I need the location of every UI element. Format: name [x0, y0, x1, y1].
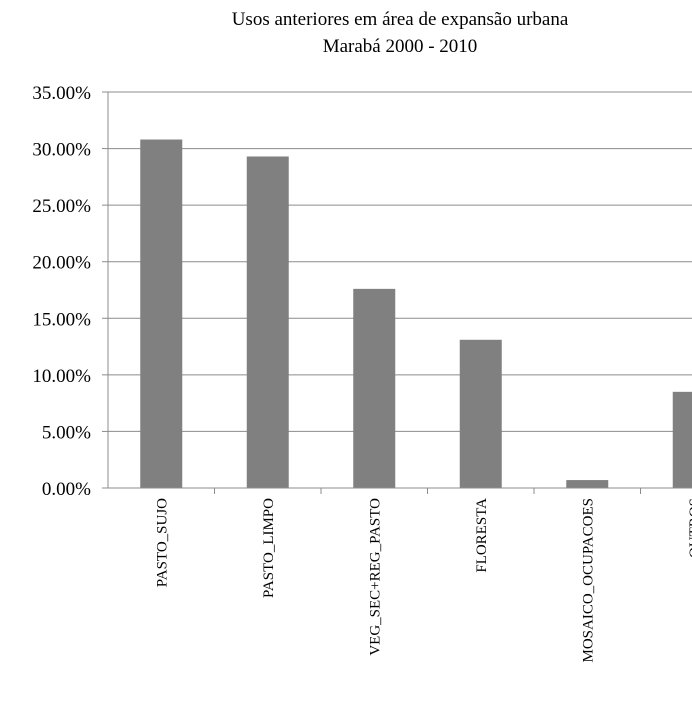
y-tick-label: 10.00% [32, 366, 91, 387]
y-tick-labels: 0.00% 5.00% 10.00% 15.00% 20.00% 25.00% 30.00%… [32, 83, 91, 500]
y-tick-label: 35.00% [32, 83, 91, 104]
x-category-label: OUTROS [687, 498, 692, 558]
x-category-labels: PASTO_SUJO PASTO_LIMPO VEG_SEC+REG_PASTO FL… [154, 498, 692, 663]
chart-title: Usos anteriores em área de expansão urba… [108, 6, 692, 60]
bar-mosaico-ocupacoes [566, 480, 609, 488]
x-category-label: PASTO_SUJO [154, 498, 170, 587]
y-tick-label: 5.00% [42, 422, 91, 443]
y-tick-label: 20.00% [32, 253, 91, 274]
x-category-label: PASTO_LIMPO [261, 498, 277, 598]
y-tick-label: 0.00% [42, 479, 91, 500]
bar-outros [672, 391, 692, 488]
x-category-label: MOSAICO_OCUPACOES [580, 498, 596, 663]
chart-subtitle: Marabá 2000 - 2010 [322, 36, 478, 57]
chart-title-line1: Usos anteriores em área de expansão urba… [231, 9, 569, 30]
y-tick-label: 30.00% [32, 140, 91, 161]
x-category-label: VEG_SEC+REG_PASTO [367, 498, 383, 656]
axes [102, 91, 692, 494]
bar-veg-sec-reg-pasto [353, 288, 396, 488]
bar-pasto-limpo [246, 156, 289, 488]
gridlines [108, 91, 692, 432]
bar-pasto-sujo [140, 139, 183, 488]
bar-floresta [459, 339, 502, 488]
x-category-label: FLORESTA [474, 498, 490, 573]
y-tick-label: 15.00% [32, 309, 91, 330]
bars [140, 139, 692, 488]
y-tick-label: 25.00% [32, 196, 91, 217]
